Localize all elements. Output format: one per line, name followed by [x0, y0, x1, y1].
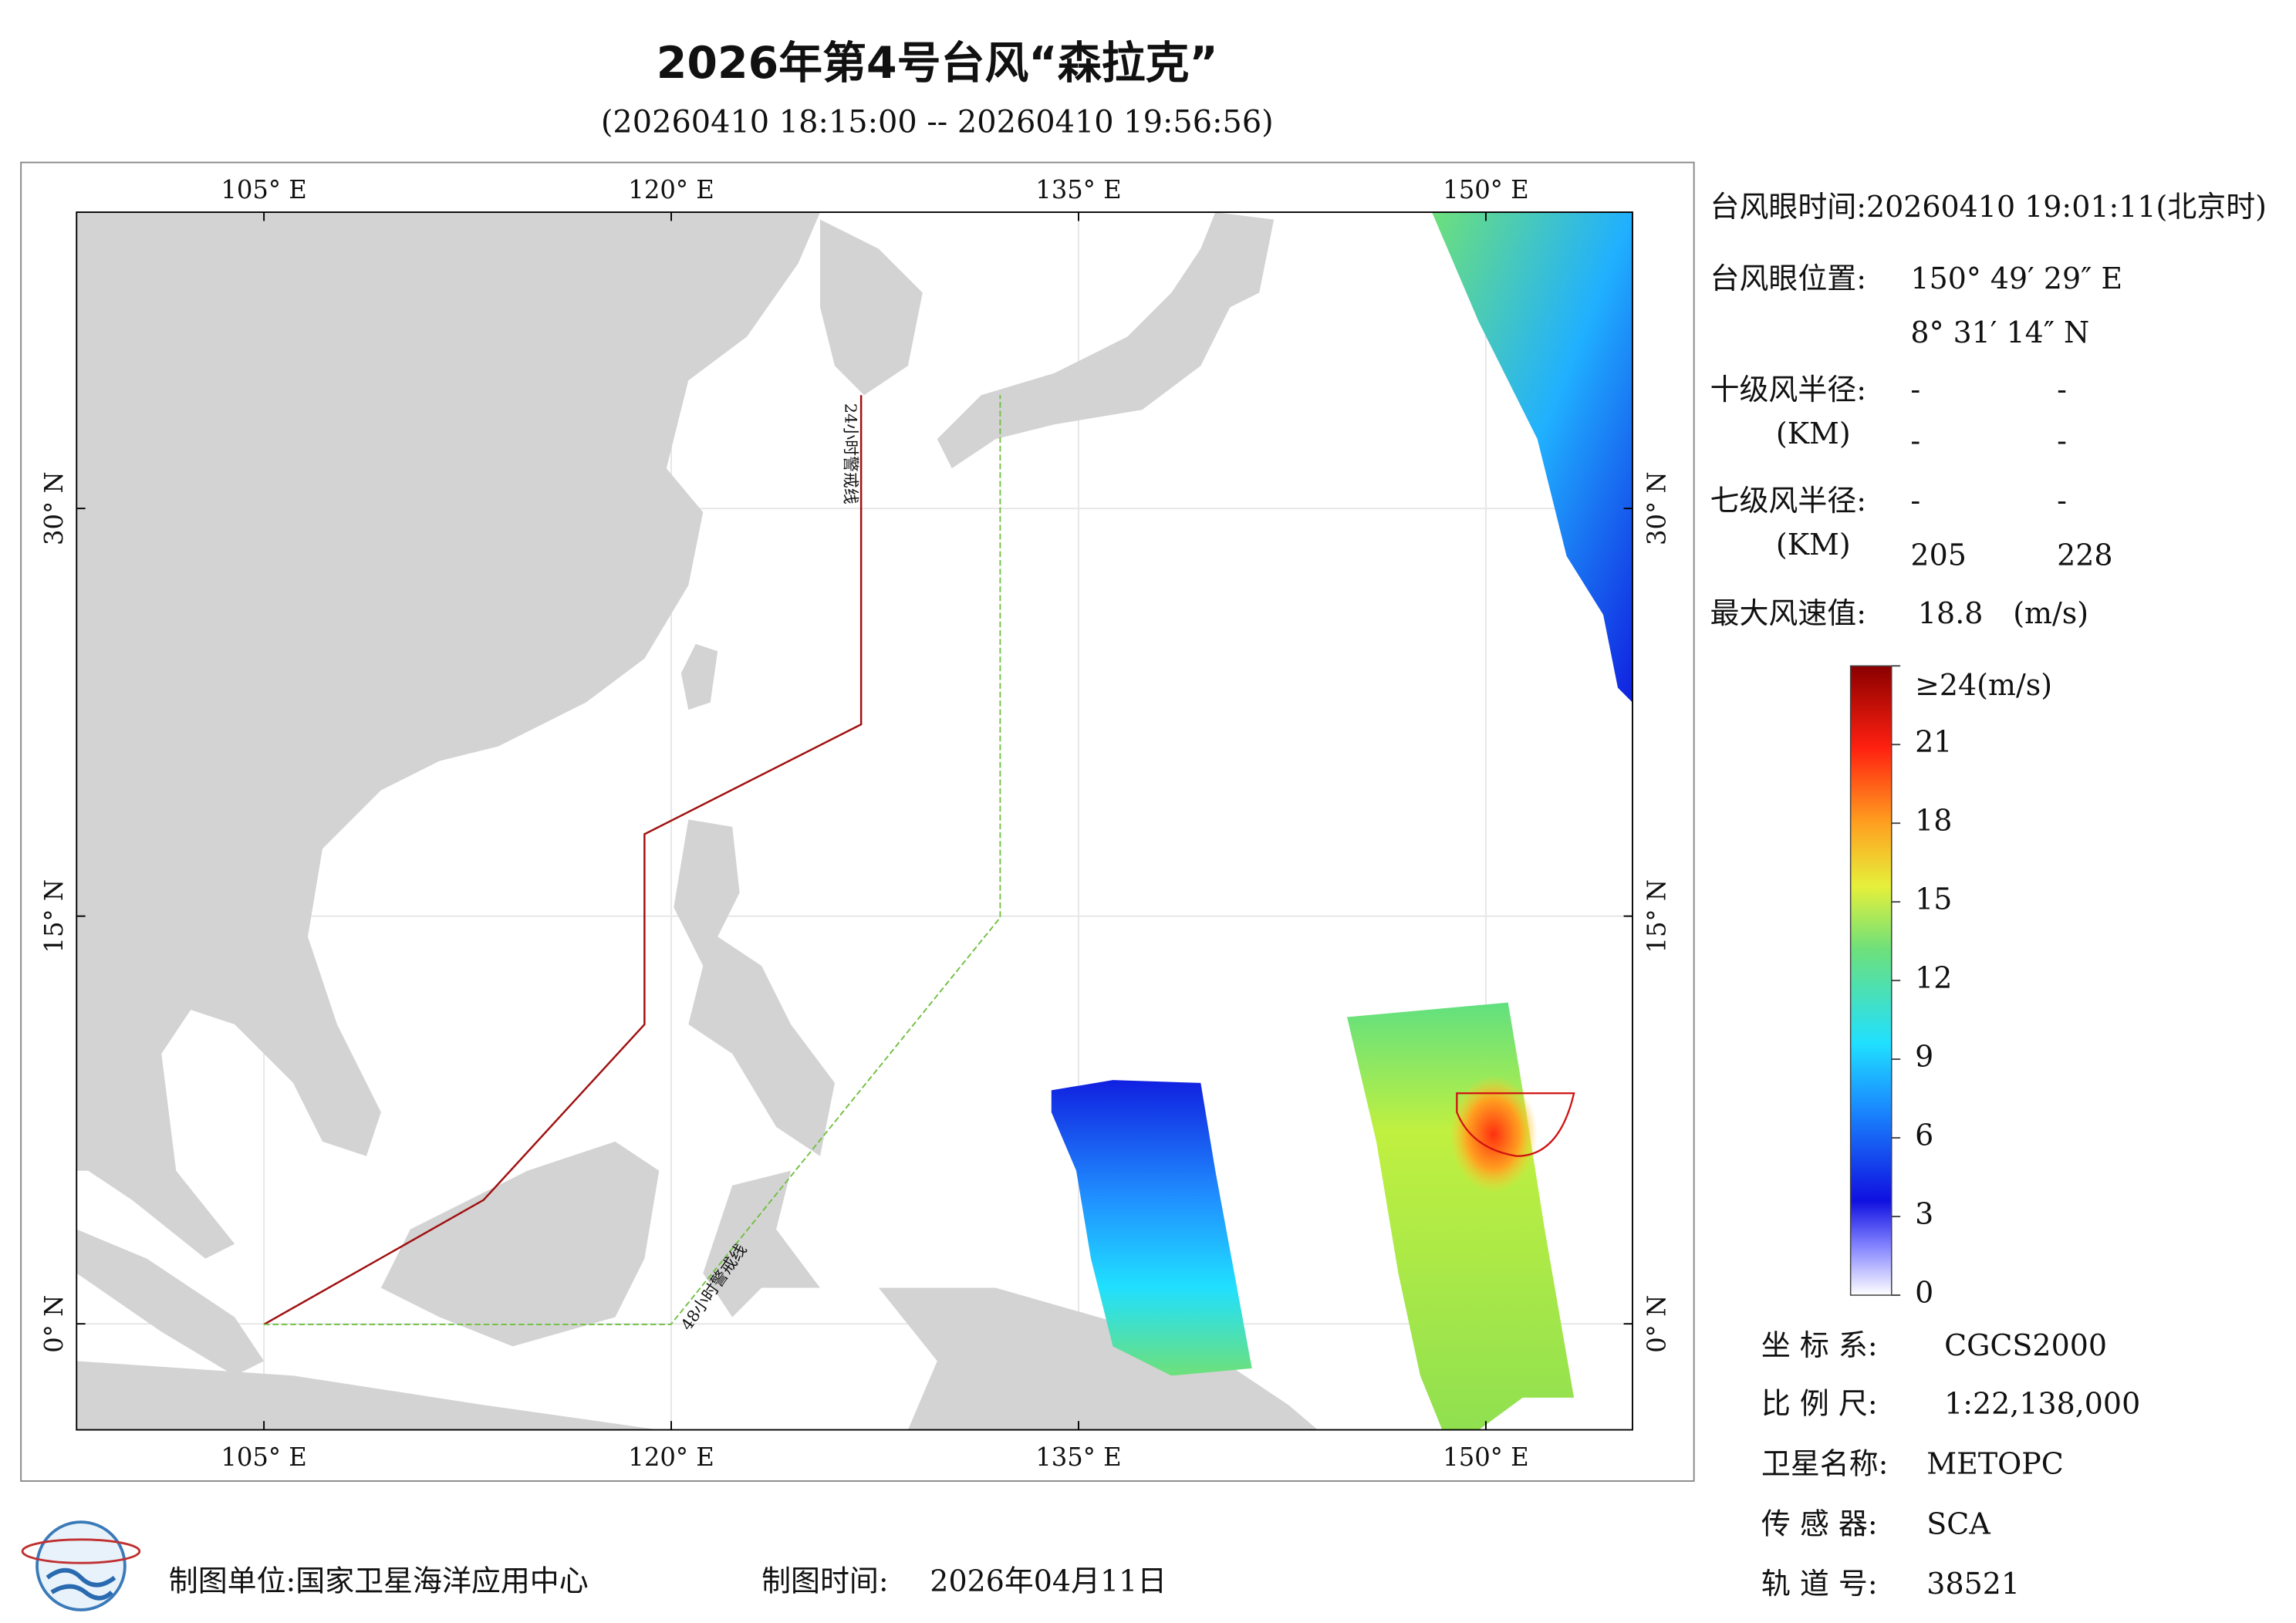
- y-tick-label: 0° N: [39, 1295, 69, 1353]
- footer-time-label: 制图时间:: [761, 1564, 889, 1598]
- r7-label: 七级风半径:: [1710, 484, 1866, 518]
- eye-lon: 150° 49′ 29″ E: [1910, 262, 2122, 295]
- scale: 1:22,138,000: [1944, 1387, 2140, 1421]
- colorbar-label: 15: [1915, 882, 1952, 916]
- max-value: 18.8: [1918, 596, 1983, 630]
- sensor: SCA: [1926, 1507, 1990, 1540]
- sensor-label: 传 感 器:: [1761, 1507, 1878, 1540]
- land: [76, 212, 1319, 1430]
- sat: METOPC: [1926, 1446, 2064, 1480]
- r7-value: -: [1910, 484, 1920, 518]
- y-tick-label: 15° N: [1643, 879, 1672, 953]
- colorbar-label: 12: [1915, 961, 1952, 995]
- x-tick-label: 135° E: [1035, 175, 1121, 204]
- x-tick-label: 120° E: [628, 1442, 714, 1472]
- eye-lat: 8° 31′ 14″ N: [1910, 315, 2089, 349]
- r10-label: 十级风半径:: [1710, 373, 1866, 407]
- colorbar: 0 3 6 9 12 15 18 21 ≥24(m/s): [1849, 665, 2052, 1310]
- y-tick-label: 0° N: [1643, 1295, 1672, 1353]
- warning-lines: [263, 395, 1001, 1326]
- y-tick-label: 15° N: [39, 879, 69, 953]
- colorbar-label: ≥24(m/s): [1915, 668, 2052, 702]
- x-tick-label: 105° E: [221, 175, 306, 204]
- r7-unit: (KM): [1776, 528, 1851, 562]
- subtitle: (20260410 18:15:00 -- 20260410 19:56:56): [601, 104, 1274, 140]
- crs-label: 坐 标 系:: [1761, 1328, 1878, 1362]
- r10-value: -: [1910, 373, 1920, 407]
- orbit: 38521: [1926, 1567, 2020, 1601]
- scale-label: 比 例 尺:: [1761, 1387, 1878, 1421]
- logo: [21, 1520, 141, 1611]
- colorbar-label: 3: [1915, 1197, 1933, 1231]
- x-tick-label: 150° E: [1443, 175, 1528, 204]
- footer-unit: 制图单位:国家卫星海洋应用中心: [169, 1564, 589, 1598]
- footer-time: 2026年04月11日: [930, 1564, 1167, 1598]
- map-frame: [20, 161, 1695, 1482]
- colorbar-label: 9: [1915, 1040, 1933, 1074]
- sat-label: 卫星名称:: [1761, 1446, 1889, 1480]
- colorbar-scale: [1849, 665, 1893, 1296]
- y-tick-label: 30° N: [39, 471, 69, 545]
- wind-swaths: [1051, 212, 1633, 1430]
- x-tick-label: 150° E: [1443, 1442, 1528, 1472]
- eye-pos-label: 台风眼位置:: [1710, 262, 1866, 295]
- y-tick-label: 30° N: [1643, 471, 1672, 545]
- x-tick-label: 120° E: [628, 175, 714, 204]
- r10-value: -: [2057, 423, 2067, 457]
- colorbar-label: 18: [1915, 804, 1952, 838]
- r7-value: -: [2057, 484, 2067, 518]
- x-tick-label: 105° E: [221, 1442, 306, 1472]
- r10-unit: (KM): [1776, 417, 1851, 450]
- line-24h-label: 24小时警戒线: [841, 403, 859, 504]
- ticks: 105° E 105° E 120° E 120° E 135° E 135° E 150°…: [39, 175, 1671, 1472]
- crs: CGCS2000: [1944, 1328, 2107, 1362]
- colorbar-label: 21: [1915, 725, 1952, 759]
- map-border: [76, 211, 1633, 1431]
- max-unit: (m/s): [2013, 596, 2088, 630]
- r10-value: -: [1910, 423, 1920, 457]
- r10-value: -: [2057, 373, 2067, 407]
- colorbar-label: 0: [1915, 1276, 1933, 1310]
- max-label: 最大风速值:: [1710, 596, 1866, 630]
- orbit-label: 轨 道 号:: [1761, 1567, 1878, 1601]
- r7-value: 205: [1910, 538, 1966, 572]
- eye-time: 台风眼时间:20260410 19:01:11(北京时): [1710, 190, 2267, 224]
- title: 2026年第4号台风“森拉克”: [657, 38, 1218, 89]
- r7-value: 228: [2057, 538, 2112, 572]
- colorbar-label: 6: [1915, 1119, 1933, 1152]
- x-tick-label: 135° E: [1035, 1442, 1121, 1472]
